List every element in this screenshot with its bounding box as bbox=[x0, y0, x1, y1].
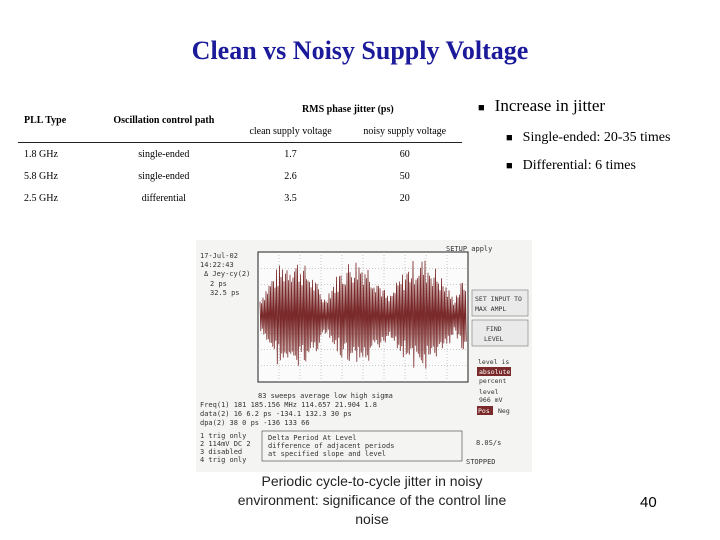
scope-timebase: 8.0S/s bbox=[476, 439, 501, 447]
table-row: 1.8 GHz single-ended 1.7 60 bbox=[18, 143, 462, 166]
cell-pll: 5.8 GHz bbox=[24, 170, 58, 182]
scope-menu-absolute: absolute bbox=[479, 368, 510, 376]
bullet-sub-text: Differential: 6 times bbox=[522, 158, 636, 173]
bullet-main: ■ Increase in jitter bbox=[478, 96, 708, 116]
header-rms-jitter: RMS phase jitter (ps) bbox=[301, 103, 394, 115]
scope-menu-find: FIND bbox=[486, 325, 502, 333]
header-pll-type: PLL Type bbox=[24, 114, 67, 126]
slide-title: Clean vs Noisy Supply Voltage bbox=[191, 36, 529, 65]
scope-menu-percent: percent bbox=[479, 377, 506, 385]
cell-pll: 1.8 GHz bbox=[24, 148, 58, 160]
scope-ps-a: 2 ps bbox=[210, 280, 227, 288]
bullet-main-text: Increase in jitter bbox=[494, 96, 606, 115]
cell-clean: 2.6 bbox=[284, 170, 297, 182]
cell-path: single-ended bbox=[138, 170, 190, 182]
scope-trig-2: 2 114mV DC 2 bbox=[200, 440, 251, 448]
table-divider bbox=[18, 142, 462, 143]
scope-stats-head: 83 sweeps average low high sigma bbox=[258, 392, 393, 400]
scope-delta-2: difference of adjacent periods bbox=[268, 442, 394, 450]
oscilloscope-screenshot: 17-Jul-02 14:22:43 Δ Jey-cy(2) 2 ps 32.5… bbox=[196, 240, 532, 472]
scope-menu-level: LEVEL bbox=[484, 335, 504, 343]
table-row: 5.8 GHz single-ended 2.6 50 bbox=[18, 165, 462, 187]
cell-path: single-ended bbox=[138, 148, 190, 160]
scope-delta-1: Delta Period At Level bbox=[268, 434, 357, 442]
cell-noisy: 20 bbox=[399, 192, 410, 204]
scope-setup: SETUP apply bbox=[446, 245, 492, 253]
table-row: 2.5 GHz differential 3.5 20 bbox=[18, 187, 462, 209]
bullet-sub: ■ Single-ended: 20-35 times bbox=[506, 124, 708, 152]
scope-stats-data: data(2) 16 6.2 ps -134.1 132.3 30 ps bbox=[200, 410, 352, 418]
cell-pll: 2.5 GHz bbox=[24, 192, 58, 204]
header-clean-supply: clean supply voltage bbox=[249, 125, 332, 137]
scope-stats-dpa: dpa(2) 38 0 ps -136 133 66 bbox=[200, 419, 310, 427]
scope-trig-4: 4 trig only bbox=[200, 456, 246, 464]
cell-noisy: 50 bbox=[399, 170, 410, 182]
bullet-list: ■ Increase in jitter ■ Single-ended: 20-35… bbox=[478, 96, 708, 180]
square-bullet-icon: ■ bbox=[506, 132, 513, 144]
table-header-row: PLL Type Oscillation control path RMS ph… bbox=[18, 98, 462, 126]
jitter-table: PLL Type Oscillation control path RMS ph… bbox=[18, 98, 462, 209]
scope-menu-levelis: level is bbox=[478, 358, 509, 366]
cell-path: differential bbox=[141, 192, 186, 204]
cell-clean: 3.5 bbox=[284, 192, 297, 204]
scope-trig-3: 3 disabled bbox=[200, 448, 242, 456]
cell-clean: 1.7 bbox=[284, 148, 297, 160]
scope-menu-neg: Neg bbox=[498, 407, 510, 415]
scope-time: 14:22:43 bbox=[200, 261, 234, 269]
scope-delta-3: at specified slope and level bbox=[268, 450, 386, 458]
scope-menu-level2: level bbox=[479, 388, 499, 396]
bullet-sub: ■ Differential: 6 times bbox=[506, 152, 708, 180]
cell-noisy: 60 bbox=[399, 148, 410, 160]
header-control-path: Oscillation control path bbox=[113, 114, 215, 126]
table-subheader-row: clean supply voltage noisy supply voltag… bbox=[18, 120, 462, 142]
scope-date: 17-Jul-02 bbox=[200, 252, 238, 260]
bullet-sub-text: Single-ended: 20-35 times bbox=[522, 130, 671, 145]
square-bullet-icon: ■ bbox=[506, 160, 513, 172]
scope-ps-b: 32.5 ps bbox=[210, 289, 240, 297]
scope-trig-1: 1 trig only bbox=[200, 432, 246, 440]
page-number: 40 bbox=[640, 494, 657, 511]
scope-menu-maxampl: MAX AMPL bbox=[475, 305, 506, 313]
scope-menu-pos: Pos bbox=[478, 407, 490, 415]
scope-menu-setinput: SET INPUT TO bbox=[475, 295, 522, 303]
scope-jitter-label: Δ Jey-cy(2) bbox=[204, 270, 250, 278]
figure-caption: Periodic cycle-to-cycle jitter in noisy … bbox=[237, 473, 507, 527]
scope-stopped: STOPPED bbox=[466, 458, 496, 466]
scope-stats-freq: Freq(1) 181 185.156 MHz 114.657 21.904 1… bbox=[200, 401, 377, 409]
scope-menu-mv: 966 mV bbox=[479, 396, 503, 404]
jitter-waveform bbox=[259, 260, 467, 369]
square-bullet-icon: ■ bbox=[478, 102, 485, 114]
header-noisy-supply: noisy supply voltage bbox=[363, 125, 447, 137]
